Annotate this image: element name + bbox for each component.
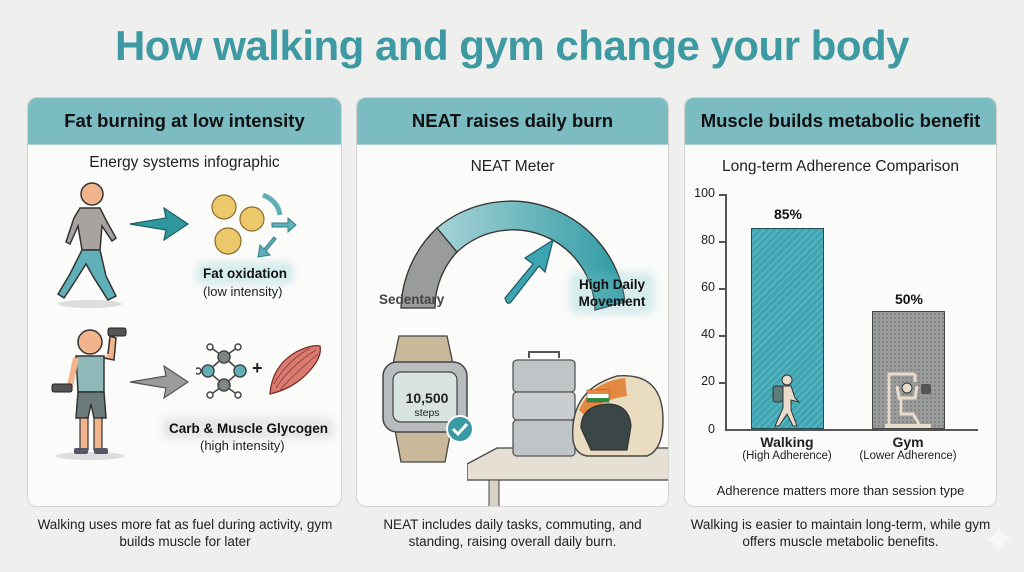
- chart-title: Long-term Adherence Comparison: [722, 158, 959, 175]
- high-movement-label-2: Movement: [578, 294, 646, 309]
- y-tick-80: 80: [701, 233, 715, 247]
- hiker-icon: [772, 374, 801, 427]
- category-gym: Gym: [892, 434, 924, 450]
- y-tick-0: 0: [708, 422, 715, 436]
- fat-oxidation-label: Fat oxidation: [200, 266, 290, 281]
- walking-person-icon: [56, 182, 122, 308]
- panel-caption: Walking is easier to maintain long-term,…: [690, 517, 991, 549]
- panel-caption: NEAT includes daily tasks, commuting, an…: [383, 517, 642, 549]
- page-title: How walking and gym change your body: [114, 22, 910, 69]
- high-movement-label-1: High Daily: [578, 277, 645, 292]
- panel-subtitle: Energy systems infographic: [89, 154, 280, 171]
- steps-unit: steps: [414, 407, 440, 419]
- panel-muscle: Muscle builds metabolic benefit Long-ter…: [684, 97, 997, 507]
- sedentary-label: Sedentary: [379, 292, 445, 307]
- x-axis: [725, 429, 978, 431]
- gym-machine-icon: [885, 372, 931, 428]
- muscle-icon: [269, 344, 321, 395]
- arrow-right-icon: [129, 364, 190, 400]
- panel-neat: NEAT raises daily burn NEAT Meter Sedent…: [356, 97, 669, 507]
- glycogen-label: Carb & Muscle Glycogen: [166, 421, 332, 436]
- panel-header: NEAT raises daily burn: [357, 98, 668, 145]
- y-axis: [725, 194, 727, 430]
- category-walking-sub: (High Adherence): [742, 450, 832, 462]
- arrow-right-icon: [129, 206, 190, 242]
- helmet-icon: [572, 375, 664, 457]
- panel-header: Fat burning at low intensity: [28, 98, 341, 145]
- panel-fat-burning: Fat burning at low intensity Energy syst…: [27, 97, 342, 507]
- checkmark-icon: [446, 415, 474, 443]
- bar-value-gym: 50%: [894, 291, 924, 307]
- y-tick-100: 100: [694, 186, 715, 200]
- smartwatch-icon: [382, 335, 468, 463]
- category-walking: Walking: [760, 434, 814, 450]
- steps-value: 10,500: [405, 390, 449, 406]
- low-intensity-label: (low intensity): [203, 284, 283, 299]
- y-tick-60: 60: [701, 280, 715, 294]
- chart-annotation: Adherence matters more than session type: [716, 483, 965, 498]
- fat-cells-icon: [211, 193, 297, 258]
- dumbbell-person-icon: [51, 327, 127, 460]
- gauge-needle-arrow-icon: [504, 238, 555, 304]
- y-tick-20: 20: [701, 374, 715, 388]
- glycogen-molecule-icon: [196, 343, 247, 399]
- neat-gauge: [400, 200, 626, 311]
- bar-gym: [872, 311, 945, 429]
- bar-value-walking: 85%: [773, 206, 803, 222]
- y-tick-40: 40: [701, 327, 715, 341]
- sparkle-icon: [985, 525, 1013, 553]
- plus-sign: +: [252, 358, 263, 378]
- panel-subtitle: NEAT Meter: [470, 158, 555, 175]
- high-intensity-label: (high intensity): [200, 438, 285, 453]
- panel-header: Muscle builds metabolic benefit: [685, 98, 996, 145]
- category-gym-sub: (Lower Adherence): [859, 450, 957, 462]
- panel-caption: Walking uses more fat as fuel during act…: [37, 517, 333, 549]
